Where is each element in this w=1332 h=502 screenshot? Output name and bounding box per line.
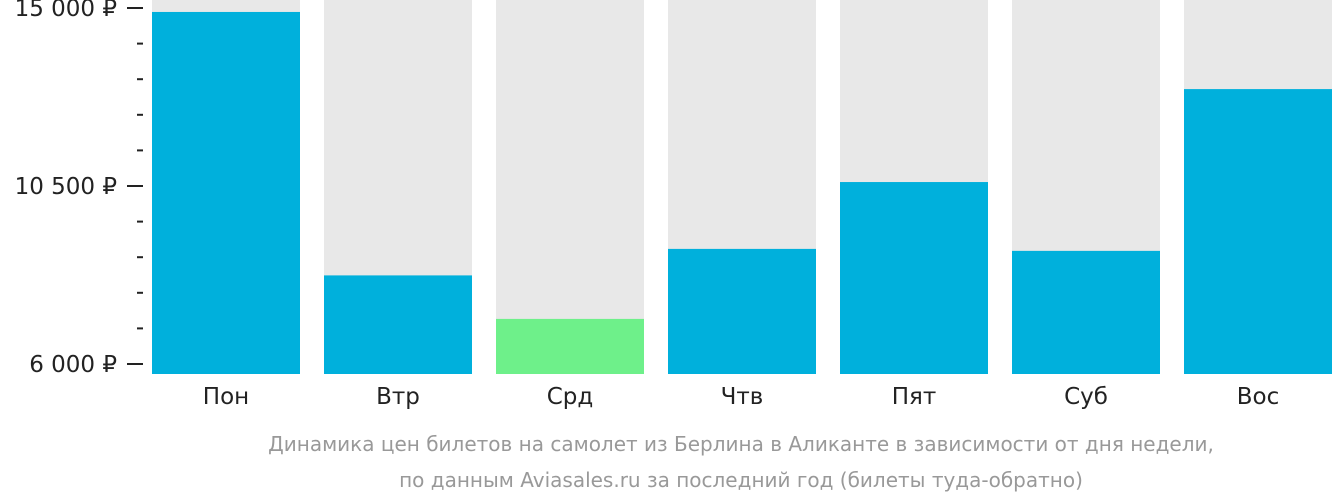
bar-2: [496, 318, 644, 374]
price-by-weekday-chart: 15 000 ₽ 10 500 ₽ 6 000 ₽ Пон Втр Срд Чтв Пят С…: [15, 0, 1332, 410]
x-tick-label-5: Суб: [1064, 384, 1108, 410]
x-tick-label-6: Вос: [1237, 384, 1280, 410]
y-tick-label-2: 6 000 ₽: [29, 352, 117, 378]
bar-1: [324, 275, 472, 374]
bar-4: [840, 182, 988, 374]
bars: [152, 11, 1332, 374]
bar-5: [1012, 250, 1160, 374]
chart-caption-line-1: Динамика цен билетов на самолет из Берли…: [268, 432, 1214, 456]
x-axis-labels: Пон Втр Срд Чтв Пят Суб Вос: [203, 384, 1279, 410]
x-tick-label-4: Пят: [892, 384, 937, 410]
bar-3: [668, 248, 816, 374]
bar-6: [1184, 89, 1332, 374]
y-tick-label-1: 10 500 ₽: [15, 174, 117, 200]
x-tick-label-2: Срд: [547, 384, 594, 410]
y-tick-label-0: 15 000 ₽: [15, 0, 117, 22]
bar-0: [152, 11, 300, 374]
bar-background-2: [496, 0, 644, 374]
x-tick-label-0: Пон: [203, 384, 249, 410]
x-tick-label-1: Втр: [376, 384, 420, 410]
x-tick-label-3: Чтв: [721, 384, 764, 410]
y-axis: 15 000 ₽ 10 500 ₽ 6 000 ₽: [15, 0, 143, 378]
chart-caption-line-2: по данным Aviasales.ru за последний год …: [399, 468, 1083, 492]
